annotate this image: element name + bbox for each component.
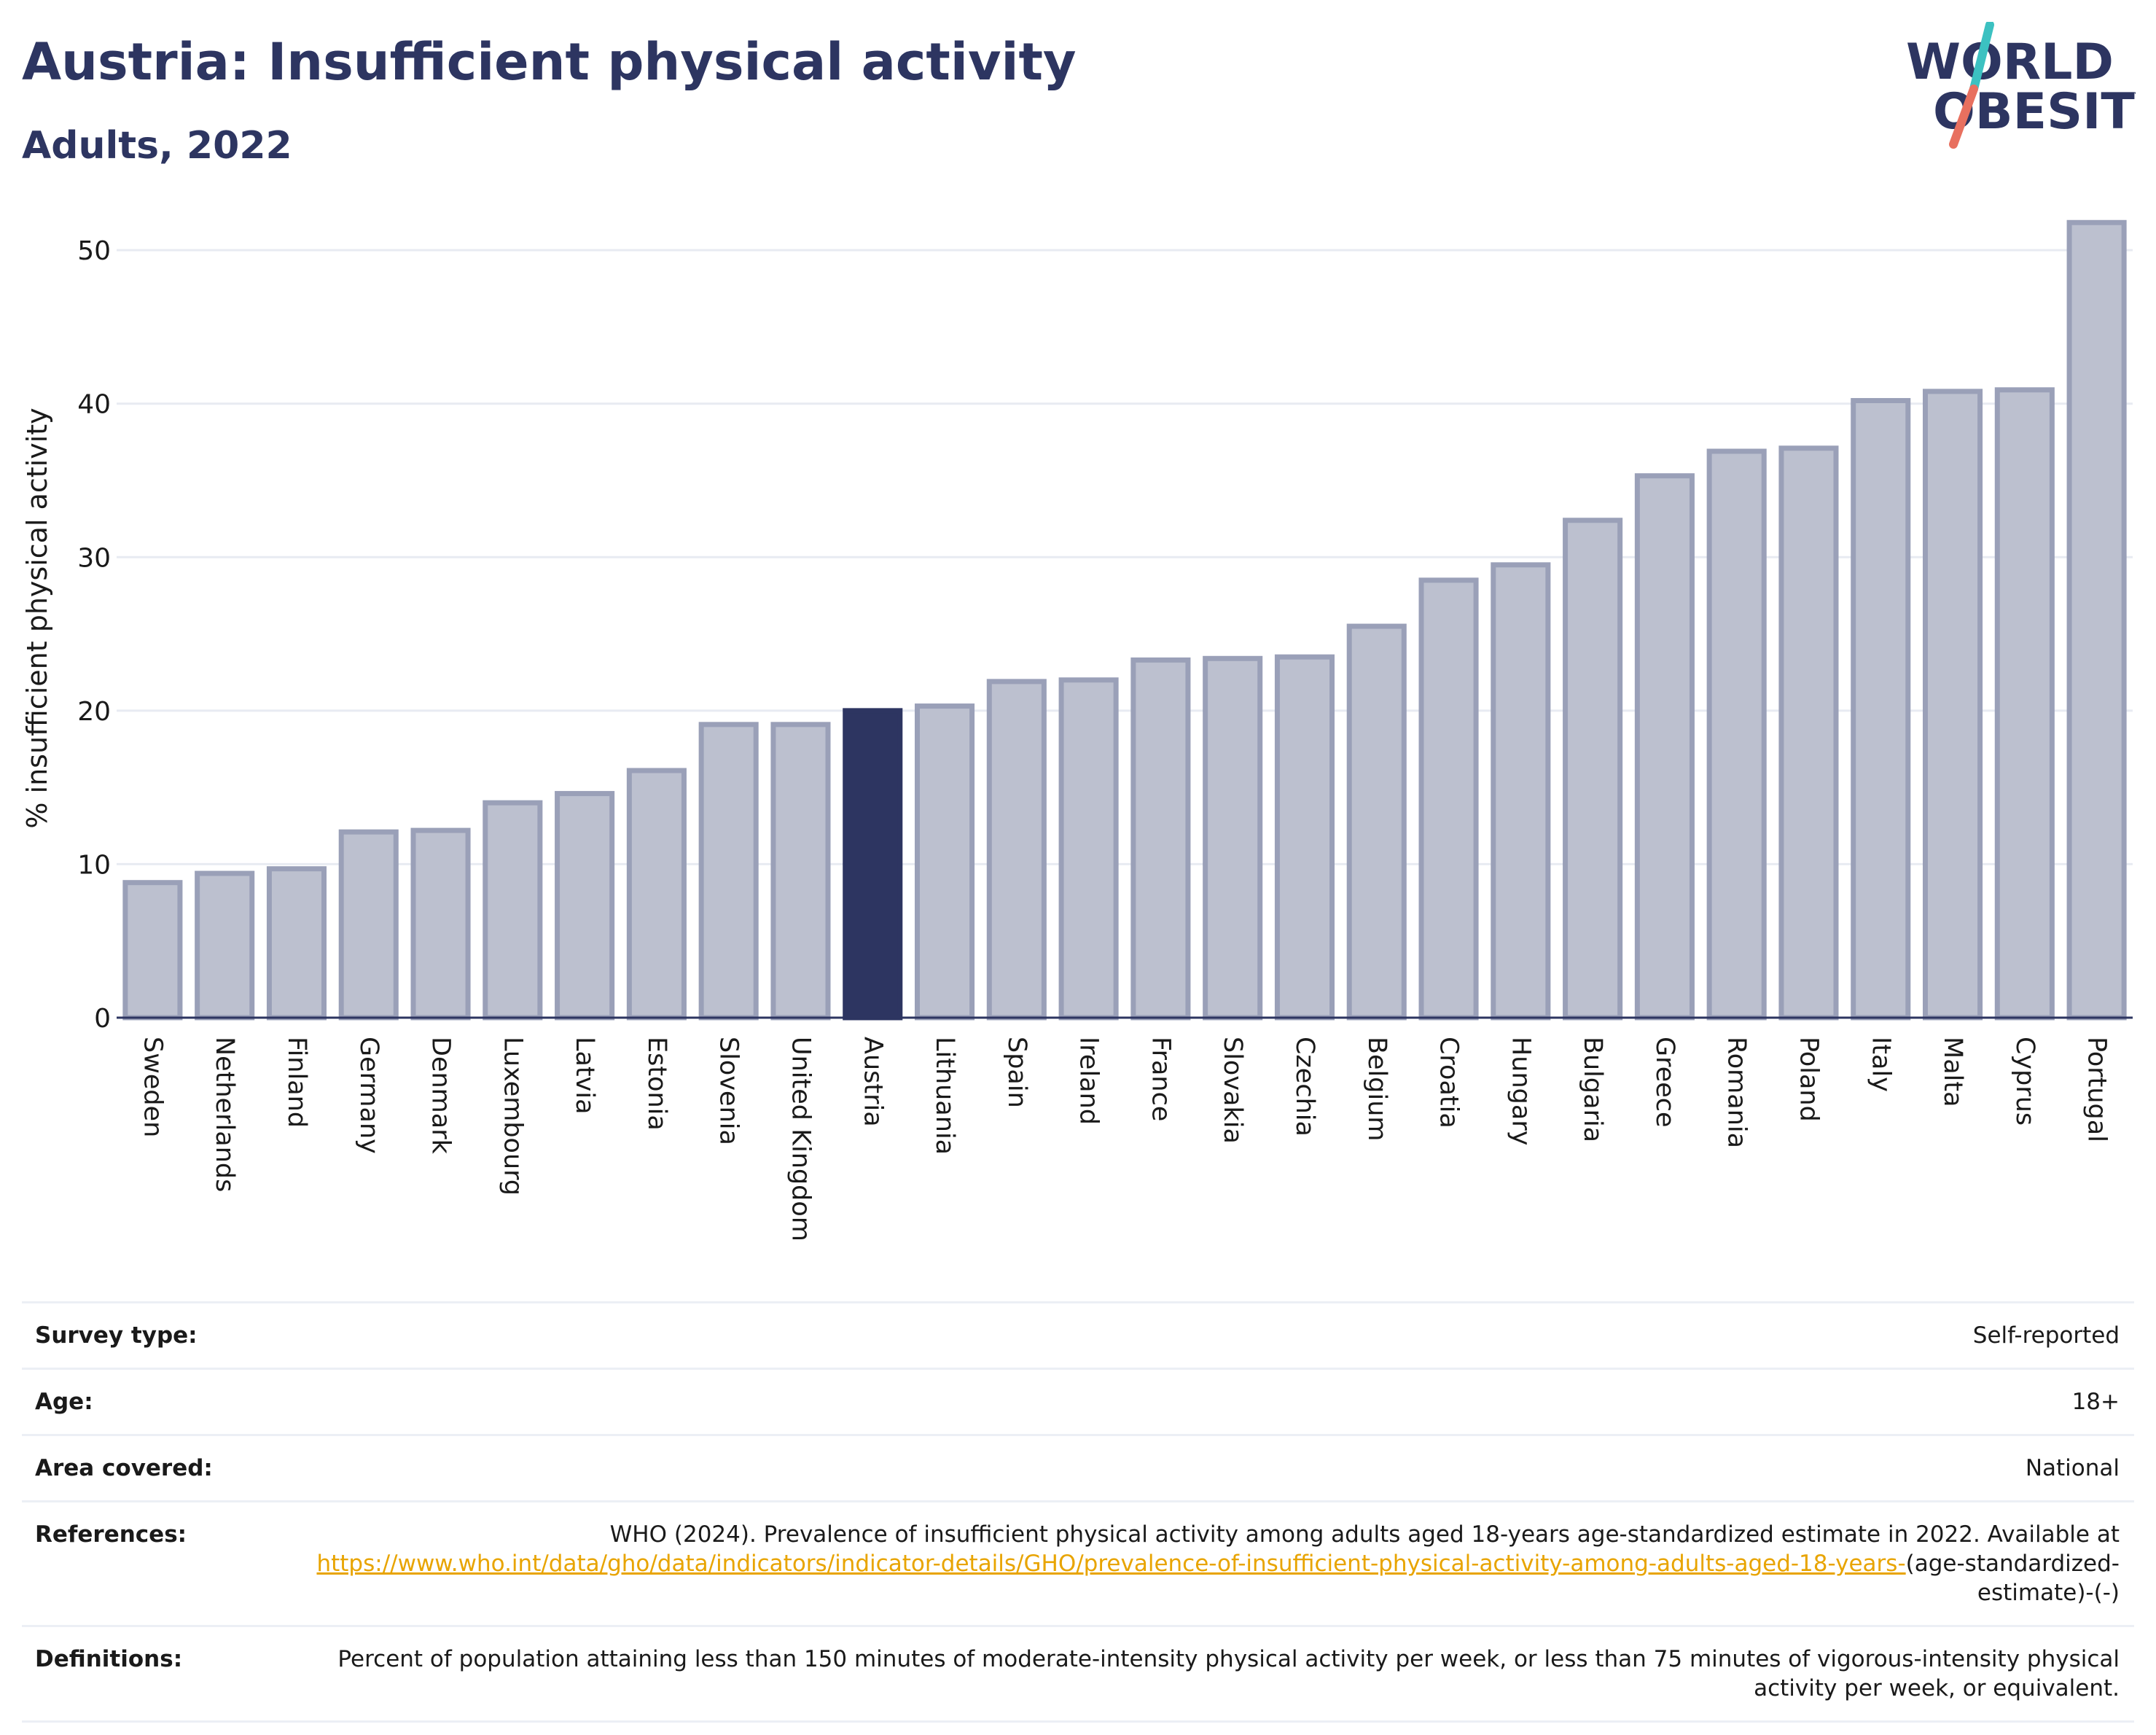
chart-title: Austria: Insufficient physical activity bbox=[22, 32, 1077, 92]
x-tick-label: Denmark bbox=[426, 1037, 456, 1155]
bar bbox=[410, 827, 471, 1021]
x-tick-label: Austria bbox=[858, 1037, 887, 1127]
info-value: 18+ bbox=[2071, 1389, 2120, 1415]
x-tick-label: Italy bbox=[1866, 1037, 1895, 1092]
bar bbox=[2066, 219, 2127, 1021]
info-label: References: bbox=[35, 1521, 187, 1548]
bar bbox=[1778, 445, 1839, 1021]
bar bbox=[1203, 655, 1263, 1021]
bar bbox=[266, 866, 327, 1021]
x-tick-label: Croatia bbox=[1434, 1037, 1464, 1128]
y-tick-label: 10 bbox=[77, 850, 111, 880]
bar bbox=[914, 703, 975, 1021]
bar bbox=[1346, 623, 1407, 1021]
info-row-survey-type: Survey type: Self-reported bbox=[22, 1301, 2134, 1368]
bar bbox=[1563, 518, 1623, 1021]
logo-slash-red bbox=[1949, 85, 1978, 149]
bar bbox=[1130, 657, 1191, 1021]
x-tick-labels: Sweden Netherlands Finland Germany Denmark Lu… bbox=[138, 1037, 2111, 1241]
bar bbox=[1491, 562, 1551, 1021]
x-tick-label: Romania bbox=[1722, 1037, 1751, 1148]
x-tick-label: Finland bbox=[282, 1037, 311, 1128]
info-label: Survey type: bbox=[35, 1322, 198, 1349]
x-tick-label: Estonia bbox=[642, 1037, 671, 1131]
info-row-references: References: WHO (2024). Prevalence of in… bbox=[22, 1500, 2134, 1625]
info-label: Age: bbox=[35, 1389, 93, 1415]
bar bbox=[1922, 389, 1983, 1021]
bar bbox=[1994, 387, 2055, 1021]
info-value: National bbox=[2025, 1455, 2120, 1481]
info-row-age: Age: 18+ bbox=[22, 1368, 2134, 1434]
bar bbox=[1634, 473, 1695, 1021]
x-tick-label: Slovakia bbox=[1218, 1037, 1247, 1144]
info-row-definitions: Definitions: Percent of population attai… bbox=[22, 1625, 2134, 1723]
bar bbox=[1274, 654, 1335, 1021]
bar bbox=[483, 800, 543, 1021]
x-tick-label: Greece bbox=[1650, 1037, 1679, 1128]
info-value: Percent of population attaining less tha… bbox=[337, 1646, 2120, 1701]
bar-chart: 0 10 20 30 40 50 Sweden Netherlands Finland Germ… bbox=[21, 219, 2133, 1241]
bar bbox=[1706, 448, 1767, 1021]
bar bbox=[986, 679, 1047, 1021]
chart-subtitle: Adults, 2022 bbox=[22, 124, 292, 168]
bar bbox=[195, 870, 255, 1021]
world-obesity-logo: WORLD OBESITY bbox=[1906, 22, 2136, 149]
logo-text-world: WORLD bbox=[1906, 34, 2114, 91]
bar bbox=[698, 722, 759, 1021]
x-tick-label: Czechia bbox=[1290, 1037, 1319, 1136]
x-tick-label: Ireland bbox=[1074, 1037, 1104, 1125]
y-tick-labels: 0 10 20 30 40 50 bbox=[77, 236, 111, 1034]
x-tick-label: Netherlands bbox=[210, 1037, 239, 1192]
info-value: Self-reported bbox=[1972, 1322, 2120, 1349]
bar bbox=[338, 829, 399, 1021]
reference-text-after: (age-standardized-estimate)-(-) bbox=[1905, 1551, 2120, 1606]
x-tick-label: Portugal bbox=[2082, 1037, 2112, 1142]
bar bbox=[122, 880, 183, 1021]
y-tick-label: 50 bbox=[77, 236, 111, 266]
bar bbox=[1418, 577, 1479, 1021]
info-value: WHO (2024). Prevalence of insufficient p… bbox=[187, 1520, 2120, 1607]
x-tick-label: Malta bbox=[1938, 1037, 1967, 1107]
bar bbox=[1851, 398, 1911, 1021]
x-tick-label: Poland bbox=[1794, 1037, 1823, 1122]
y-axis-label: % insufficient physical activity bbox=[21, 408, 53, 828]
x-tick-label: Hungary bbox=[1506, 1037, 1535, 1145]
bar bbox=[626, 768, 687, 1021]
reference-link[interactable]: https://www.who.int/data/gho/data/indica… bbox=[316, 1551, 1906, 1577]
info-row-area: Area covered: National bbox=[22, 1434, 2134, 1500]
reference-text: WHO (2024). Prevalence of insufficient p… bbox=[609, 1521, 2120, 1548]
info-label: Definitions: bbox=[35, 1646, 183, 1672]
x-tick-label: France bbox=[1146, 1037, 1175, 1121]
bar bbox=[555, 791, 615, 1021]
info-label: Area covered: bbox=[35, 1455, 213, 1481]
x-tick-label: Latvia bbox=[570, 1037, 599, 1115]
bar bbox=[770, 722, 831, 1021]
info-table: Survey type: Self-reported Age: 18+ Area… bbox=[22, 1301, 2134, 1723]
y-tick-label: 40 bbox=[77, 390, 111, 420]
x-tick-label: Cyprus bbox=[2010, 1037, 2039, 1126]
x-tick-label: Lithuania bbox=[930, 1037, 959, 1155]
x-tick-label: Spain bbox=[1002, 1037, 1031, 1108]
bars bbox=[122, 219, 2127, 1021]
x-tick-label: Slovenia bbox=[714, 1037, 743, 1145]
x-tick-label: Bulgaria bbox=[1578, 1037, 1607, 1142]
y-tick-label: 0 bbox=[94, 1004, 111, 1034]
y-tick-label: 30 bbox=[77, 543, 111, 573]
y-tick-label: 20 bbox=[77, 697, 111, 727]
x-tick-label: Sweden bbox=[138, 1037, 167, 1137]
x-tick-label: Germany bbox=[354, 1037, 383, 1154]
bar bbox=[1058, 677, 1119, 1021]
x-tick-label: United Kingdom bbox=[786, 1037, 815, 1241]
x-tick-label: Luxembourg bbox=[498, 1037, 527, 1196]
bar-highlighted bbox=[843, 708, 903, 1021]
x-tick-label: Belgium bbox=[1362, 1037, 1391, 1142]
logo-slash-teal bbox=[1969, 22, 1994, 93]
